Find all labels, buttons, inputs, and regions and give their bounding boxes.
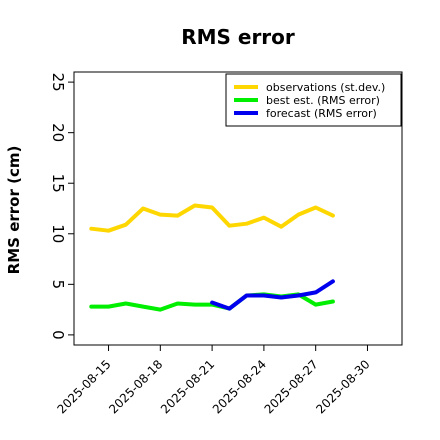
x-tick-label: 2025-08-15 xyxy=(54,357,113,416)
x-axis: 2025-08-152025-08-182025-08-212025-08-24… xyxy=(54,345,373,416)
series-line xyxy=(89,203,335,233)
series-line xyxy=(210,279,335,311)
x-tick-label: 2025-08-30 xyxy=(313,357,372,416)
y-tick-label: 0 xyxy=(49,330,67,340)
legend: observations (st.dev.)best est. (RMS err… xyxy=(225,73,402,127)
x-tick-label: 2025-08-18 xyxy=(106,357,165,416)
x-tick-label: 2025-08-27 xyxy=(262,357,321,416)
y-tick-label: 15 xyxy=(49,174,67,193)
series-lines xyxy=(89,203,335,312)
y-axis: 0 5 10 15 20 25 xyxy=(49,73,74,340)
y-axis-label: RMS error (cm) xyxy=(5,146,23,275)
legend-label: forecast (RMS error) xyxy=(266,107,377,120)
x-tick-label: 2025-08-21 xyxy=(158,357,217,416)
chart-title: RMS error xyxy=(181,25,295,49)
legend-label: best est. (RMS error) xyxy=(266,94,380,107)
y-tick-label: 20 xyxy=(49,123,67,142)
x-tick-label: 2025-08-24 xyxy=(210,357,269,416)
plot-frame xyxy=(73,71,403,346)
y-tick-label: 5 xyxy=(49,280,67,290)
y-tick-label: 25 xyxy=(49,73,67,92)
y-tick-label: 10 xyxy=(49,224,67,243)
legend-label: observations (st.dev.) xyxy=(266,81,385,94)
